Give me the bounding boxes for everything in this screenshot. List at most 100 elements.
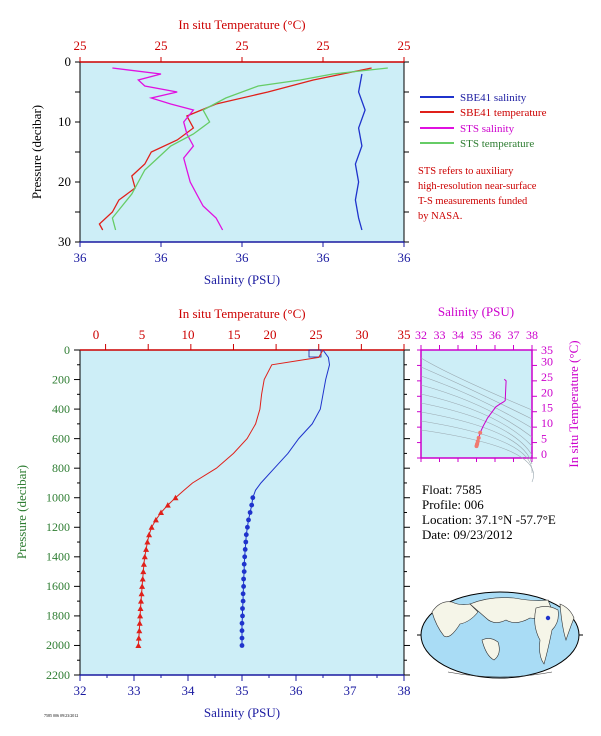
ts-temp-tick-label: 15: [541, 401, 553, 415]
sts-note-line: high-resolution near-surface: [418, 181, 537, 192]
top-panel-temp-tick-label: 25: [155, 38, 168, 53]
ts-series-group: [474, 378, 507, 449]
bottom-panel-sal-axis-label: Salinity (PSU): [204, 705, 280, 720]
salinity-marker: [241, 584, 247, 589]
bottom-panel: In situ Temperature (°C) 0 5 10 15 20 25…: [14, 306, 411, 720]
ts-temp-tick-label: 30: [541, 354, 553, 368]
temperature-marker: [136, 627, 143, 634]
salinity-marker: [240, 613, 245, 619]
bottom-panel-sal-tick-label: 37: [344, 683, 358, 698]
salinity-marker: [239, 620, 245, 626]
density-contour: [420, 429, 534, 483]
map-land-eurasia: [431, 601, 479, 638]
sbe41-salinity-line: [354, 73, 366, 231]
bottom-panel-temp-axis-label: In situ Temperature (°C): [178, 306, 305, 321]
float-id: Float: 7585: [422, 482, 482, 497]
bottom-panel-temp-tick-label: 25: [310, 327, 323, 342]
ts-temp-tick-label: 0: [541, 447, 547, 461]
bottom-panel-sal-tick-label: 32: [74, 683, 87, 698]
temperature-marker: [158, 509, 164, 515]
ts-point: [474, 444, 479, 449]
top-plot-area: [79, 61, 405, 243]
legend-label: SBE41 temperature: [460, 107, 547, 119]
bottom-panel-temp-tick-label: 10: [182, 327, 195, 342]
salinity-marker: [239, 635, 245, 641]
ts-point: [476, 435, 481, 440]
bottom-series-group: [135, 349, 331, 648]
density-contour: [420, 375, 533, 429]
top-panel-ticks: [75, 57, 409, 247]
top-panel: In situ Temperature (°C) 25 25 25 25 25 …: [29, 17, 411, 287]
ts-temp-tick-label: 5: [541, 432, 547, 446]
float-info: Float: 7585 Profile: 006 Location: 37.1°…: [422, 482, 556, 542]
ts-temp-tick-label: 35: [541, 343, 553, 357]
salinity-marker: [241, 569, 247, 574]
legend-label: STS temperature: [460, 138, 534, 150]
bottom-panel-temp-tick-label: 30: [356, 327, 369, 342]
salinity-marker: [242, 554, 248, 560]
bottom-panel-pressure-axis-label: Pressure (decibar): [14, 465, 29, 559]
sts-note-line: T-S measurements funded: [418, 196, 528, 207]
salinity-marker: [243, 532, 249, 538]
map-land-antarctica: [447, 671, 553, 678]
top-panel-temp-axis-label: In situ Temperature (°C): [178, 17, 305, 32]
legend-label: SBE41 salinity: [460, 92, 527, 104]
temperature-marker: [137, 605, 144, 611]
ts-sal-tick-label: 33: [434, 328, 446, 342]
footer-small-text: 7585 006 09/23/2012: [44, 713, 78, 718]
ts-sal-tick-label: 36: [489, 328, 501, 342]
salinity-marker: [239, 628, 245, 634]
top-panel-sal-tick-label: 36: [398, 250, 412, 265]
top-panel-sal-tick-label: 36: [74, 250, 88, 265]
top-series-group: [98, 67, 388, 231]
ts-ticks: [417, 345, 537, 462]
top-panel-temp-tick-label: 25: [74, 38, 87, 53]
ts-sal-tick-label: 32: [415, 328, 427, 342]
bottom-panel-pressure-tick-label: 2200: [46, 668, 70, 682]
top-panel-pressure-tick-label: 20: [58, 174, 71, 189]
bottom-panel-pressure-tick-label: 1000: [46, 491, 70, 505]
sts-note-line: STS refers to auxiliary: [418, 166, 514, 177]
bottom-panel-pressure-tick-label: 400: [52, 402, 70, 416]
map-land-africa: [559, 603, 575, 641]
density-contour: [420, 420, 533, 474]
temperature-marker: [138, 590, 145, 597]
sts-note-line: by NASA.: [418, 211, 462, 222]
salinity-marker: [240, 591, 246, 597]
density-contour: [420, 357, 533, 411]
top-panel-temp-tick-label: 25: [317, 38, 330, 53]
profile-number: Profile: 006: [422, 497, 484, 512]
density-contour: [420, 384, 533, 438]
bottom-panel-temp-tick-label: 20: [264, 327, 277, 342]
temperature-marker: [144, 539, 151, 545]
bottom-panel-pressure-tick-label: 0: [64, 343, 70, 357]
temperature-marker: [139, 576, 146, 582]
bottom-panel-sal-tick-label: 36: [290, 683, 304, 698]
bottom-panel-pressure-tick-label: 600: [52, 432, 70, 446]
top-panel-pressure-tick-label: 10: [58, 114, 71, 129]
temperature-marker: [140, 568, 147, 575]
sts-salinity-line: [112, 67, 224, 231]
top-panel-pressure-tick-label: 0: [65, 54, 72, 69]
bottom-panel-sal-tick-label: 33: [128, 683, 141, 698]
ts-temp-tick-label: 25: [541, 370, 553, 384]
density-contour: [420, 402, 533, 456]
top-panel-sal-axis-label: Salinity (PSU): [204, 272, 280, 287]
temperature-marker: [135, 642, 142, 648]
salinity-marker: [241, 561, 247, 567]
top-panel-sal-tick-label: 36: [236, 250, 250, 265]
salinity-marker: [246, 517, 251, 523]
bottom-panel-pressure-tick-label: 1800: [46, 609, 70, 623]
date: Date: 09/23/2012: [422, 527, 513, 542]
float-location-marker: [545, 615, 551, 621]
salinity-marker: [241, 576, 247, 582]
salinity-marker: [239, 643, 245, 648]
salinity-marker: [240, 606, 245, 611]
ts-temp-tick-label: 20: [541, 385, 553, 399]
top-panel-pressure-axis-label: Pressure (decibar): [29, 105, 44, 199]
top-panel-pressure-tick-label: 30: [58, 234, 71, 249]
salinity-marker: [240, 598, 246, 604]
ts-density-contours: [420, 357, 534, 483]
salinity-marker: [242, 547, 248, 552]
